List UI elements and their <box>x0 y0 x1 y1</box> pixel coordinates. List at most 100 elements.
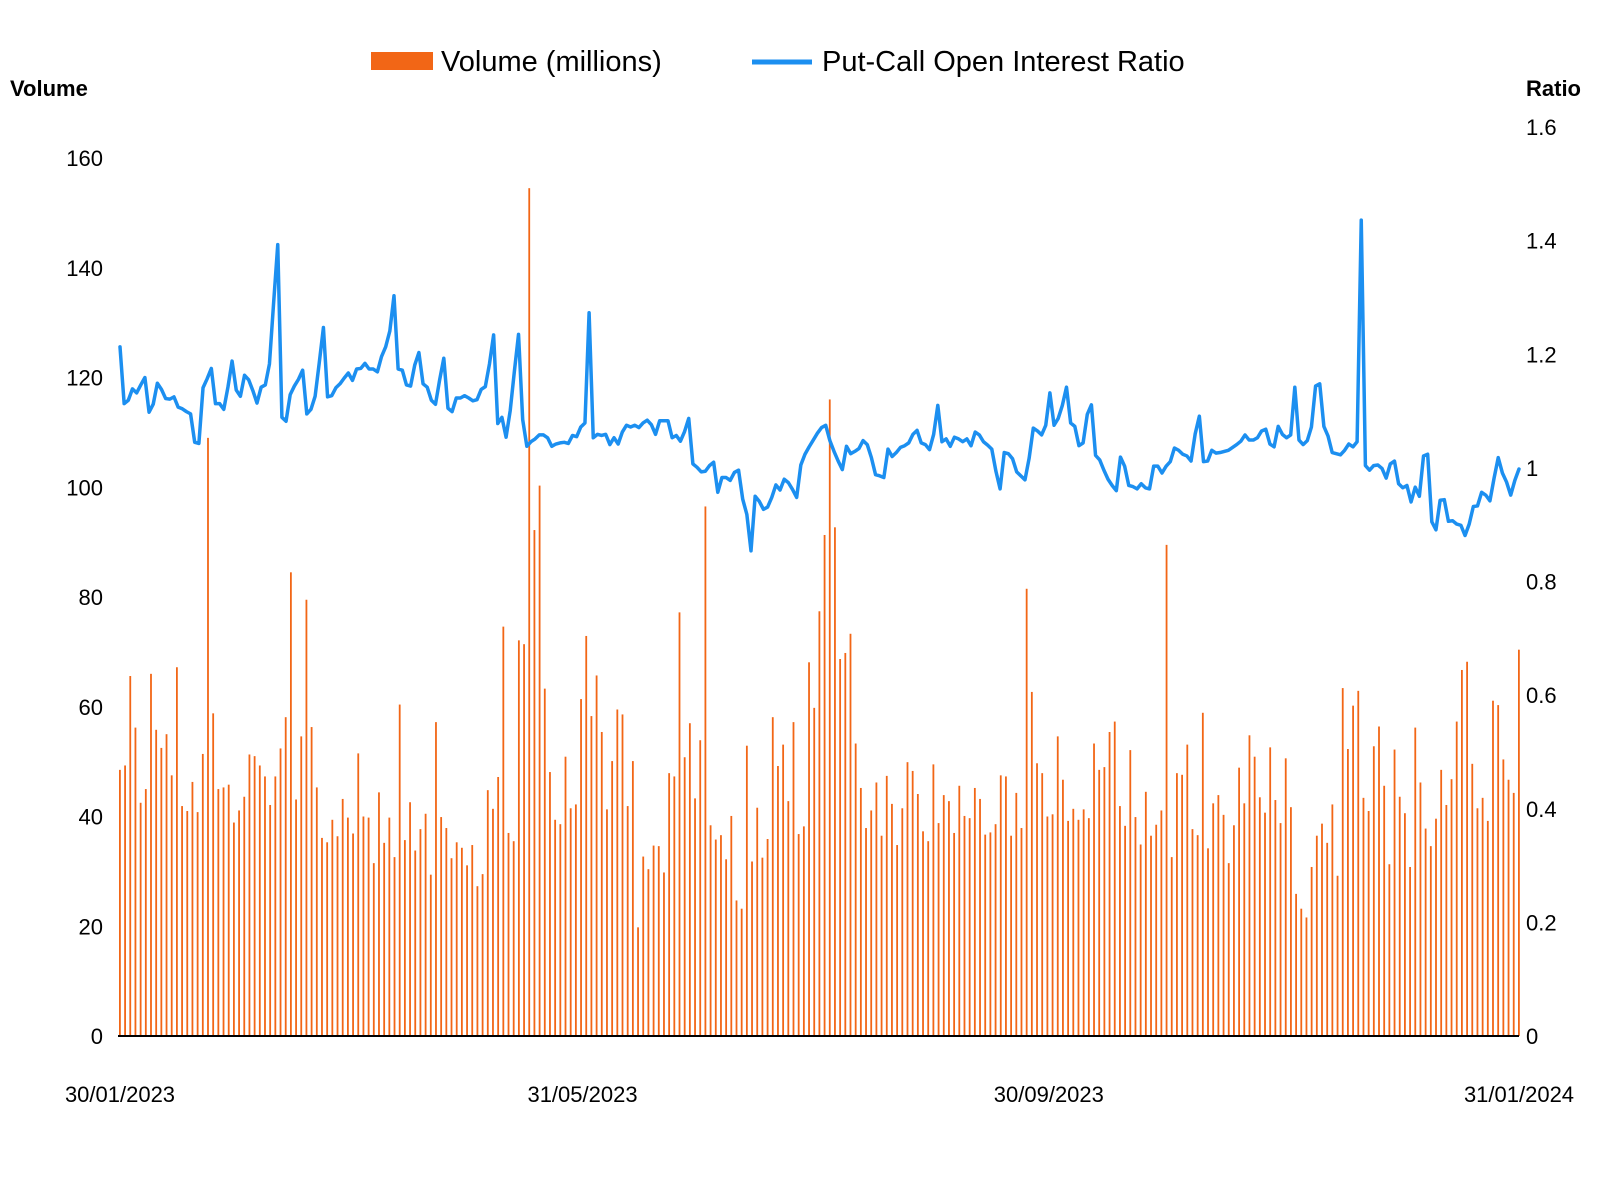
volume-bar <box>1098 769 1101 1036</box>
volume-bar <box>626 806 629 1036</box>
volume-bar <box>1383 785 1386 1036</box>
right-tick-label: 1 <box>1526 456 1538 481</box>
volume-bar <box>906 762 909 1036</box>
volume-bar <box>196 812 199 1036</box>
volume-bar <box>885 775 888 1036</box>
volume-bar <box>569 808 572 1036</box>
volume-bar <box>191 781 194 1036</box>
volume-bar <box>1191 829 1194 1036</box>
right-tick-label: 0.8 <box>1526 570 1557 595</box>
volume-bar <box>927 841 930 1036</box>
volume-bar <box>1326 842 1329 1036</box>
x-axis-ticks: 30/01/2023 31/05/2023 30/09/2023 31/01/2024 <box>65 1082 1574 1107</box>
right-tick-label: 0.6 <box>1526 683 1557 708</box>
volume-bar <box>1424 828 1427 1036</box>
volume-bar <box>414 850 417 1036</box>
volume-bar <box>1010 835 1013 1036</box>
volume-bar <box>476 886 479 1036</box>
volume-bar <box>1429 846 1432 1036</box>
volume-bar <box>139 802 142 1036</box>
volume-bar <box>1238 767 1240 1036</box>
volume-bar <box>362 816 365 1036</box>
volume-bar <box>1264 812 1266 1036</box>
x-tick-label: 30/09/2023 <box>994 1082 1104 1107</box>
volume-bar <box>1300 908 1303 1036</box>
volume-bar <box>777 766 779 1036</box>
volume-bar <box>606 809 608 1036</box>
volume-bar <box>1352 705 1354 1036</box>
volume-bar <box>1212 803 1215 1036</box>
left-axis-ticks: 0 20 40 60 80 100 120 140 160 <box>66 146 103 1049</box>
volume-bar <box>813 707 816 1036</box>
volume-bar <box>1082 809 1085 1036</box>
volume-bar <box>1461 669 1463 1036</box>
volume-bar <box>1393 749 1396 1036</box>
volume-bar <box>621 714 624 1036</box>
volume-bar <box>1005 776 1007 1036</box>
volume-bar <box>880 835 883 1036</box>
volume-bar <box>1290 807 1292 1036</box>
volume-bar <box>1124 825 1127 1036</box>
volume-bar <box>217 789 220 1036</box>
volume-bar <box>207 437 209 1036</box>
left-tick-label: 20 <box>79 914 103 939</box>
volume-bar <box>1108 731 1111 1036</box>
volume-bar <box>1046 816 1049 1036</box>
volume-bar <box>859 787 862 1036</box>
volume-bar <box>808 662 810 1036</box>
volume-bar <box>704 506 707 1037</box>
volume-bar <box>429 874 432 1036</box>
volume-bar <box>963 815 966 1036</box>
volume-bar <box>435 722 437 1036</box>
volume-bar <box>1331 804 1334 1036</box>
x-tick-label: 31/01/2024 <box>1464 1082 1574 1107</box>
volume-bar <box>688 723 691 1036</box>
legend-swatch-volume <box>371 52 433 70</box>
volume-bar <box>305 599 308 1036</box>
volume-bar <box>802 826 805 1036</box>
volume-bar <box>258 765 261 1036</box>
volume-bar <box>735 900 738 1036</box>
volume-bar <box>1222 814 1225 1036</box>
left-axis-title: Volume <box>10 76 88 101</box>
volume-bar <box>901 808 904 1036</box>
volume-bar <box>1062 779 1064 1036</box>
volume-bar <box>284 717 287 1036</box>
volume-bar <box>585 635 588 1036</box>
volume-bar <box>673 776 676 1036</box>
volume-bar <box>1119 806 1121 1036</box>
volume-bar <box>119 769 121 1036</box>
volume-bar <box>1435 818 1437 1036</box>
volume-bar <box>450 858 453 1036</box>
left-tick-label: 160 <box>66 146 103 171</box>
volume-bar <box>1507 779 1510 1036</box>
volume-bar <box>714 839 717 1036</box>
volume-bar <box>999 775 1002 1036</box>
volume-bar <box>134 727 137 1036</box>
volume-bar <box>289 572 292 1036</box>
volume-bar <box>238 810 240 1036</box>
volume-bar <box>321 837 323 1036</box>
volume-bar <box>341 798 344 1036</box>
volume-bar <box>1476 808 1479 1036</box>
volume-bar <box>310 727 313 1036</box>
right-tick-label: 1.6 <box>1526 115 1557 140</box>
volume-bar <box>295 799 297 1036</box>
volume-bar <box>492 808 494 1036</box>
volume-bar <box>595 675 598 1036</box>
volume-bar <box>953 832 956 1036</box>
volume-bar <box>1367 811 1370 1036</box>
volume-bar <box>326 842 329 1036</box>
volume-bar <box>1155 824 1158 1036</box>
volume-bar <box>502 626 505 1036</box>
volume-bar <box>1072 808 1075 1036</box>
volume-bar <box>600 731 603 1036</box>
left-tick-label: 140 <box>66 256 103 281</box>
volume-bar <box>549 772 551 1036</box>
volume-bar <box>346 817 349 1036</box>
volume-bar <box>1388 864 1391 1036</box>
volume-bar <box>144 789 147 1036</box>
volume-bar <box>517 640 520 1036</box>
volume-bar <box>590 716 593 1036</box>
